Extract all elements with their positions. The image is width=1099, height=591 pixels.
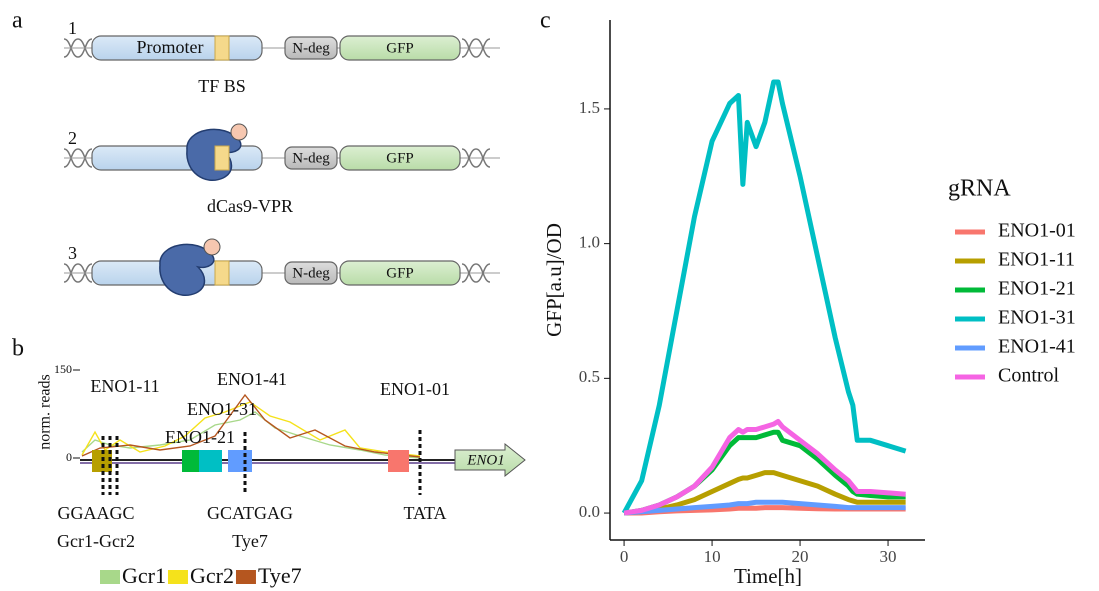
panel-label: c	[540, 8, 551, 34]
construct-1: 1 Promoter N-deg GFP TF BS	[63, 18, 500, 96]
part-label: Promoter	[137, 37, 204, 57]
motif-factor: Gcr1-Gcr2	[57, 531, 135, 551]
y-tick-label: 0.5	[579, 367, 600, 386]
legend-label: ENO1-31	[998, 307, 1076, 329]
axis-label: Time[h]	[734, 564, 802, 588]
panel-label: b	[12, 336, 24, 362]
construct-number: 1	[68, 18, 77, 38]
tick-label: 0	[66, 450, 72, 464]
construct-number: 3	[68, 243, 77, 263]
series-line	[623, 499, 906, 516]
legend-label: Control	[998, 365, 1060, 387]
x-tick-label: 30	[880, 547, 897, 566]
part-label: GFP	[386, 150, 414, 166]
legend-label: ENO1-11	[998, 249, 1075, 271]
series-line	[621, 79, 907, 515]
legend-label: Tye7	[258, 563, 302, 588]
legend-label: Gcr2	[190, 563, 234, 588]
motif-markers	[101, 430, 422, 495]
part-label: GFP	[386, 265, 414, 281]
legend-label: ENO1-21	[998, 278, 1076, 300]
x-tick-label: 10	[704, 547, 721, 566]
grna-label: ENO1-41	[217, 369, 287, 389]
construct-number: 2	[68, 128, 77, 148]
motif-sequence: GGAAGC	[57, 503, 134, 523]
construct-3: 3 N-deg GFP	[63, 238, 500, 297]
series-line	[623, 470, 906, 516]
x-tick-label: 20	[792, 547, 809, 566]
y-tick-label: 1.5	[579, 98, 600, 117]
y-tick-label: 0.0	[579, 502, 600, 521]
part-label: N-deg	[292, 150, 330, 166]
legend-swatch	[235, 570, 256, 584]
plot: 0.0 0.5 1.0 1.5 0 10 20 30 ENO1-01 ENO1-11 ENO1-21…	[579, 20, 1076, 566]
motif-sequence: TATA	[403, 503, 446, 523]
grna-label: ENO1-31	[187, 399, 257, 419]
grna-label: ENO1-11	[90, 376, 159, 396]
gene-label: ENO1	[466, 452, 505, 468]
part-label: GFP	[386, 40, 414, 56]
part-label: N-deg	[292, 40, 330, 56]
panel-label: a	[12, 8, 23, 34]
series-line	[623, 418, 906, 516]
axis-label: GFP[a.u]/OD	[542, 223, 566, 337]
construct-caption: dCas9-VPR	[207, 196, 293, 216]
grna-label: ENO1-01	[380, 379, 450, 399]
motif-sequence: GCATGAG	[207, 503, 293, 523]
legend-title: gRNA	[948, 176, 1011, 202]
construct-caption: TF BS	[198, 76, 246, 96]
legend-swatch	[100, 570, 120, 584]
legend-swatch	[167, 570, 188, 584]
legend-label: ENO1-41	[998, 336, 1076, 358]
x-tick-label: 0	[620, 547, 629, 566]
axis-label: norm. reads	[37, 374, 54, 450]
legend-label: ENO1-01	[998, 220, 1076, 242]
construct-2: 2 N-deg GFP dCas9-VPR	[63, 123, 500, 216]
part-label: N-deg	[292, 265, 330, 281]
legend-label: Gcr1	[122, 563, 166, 588]
motif-factor: Tye7	[232, 531, 268, 551]
legend: Gcr1 Gcr2 Tye7	[100, 563, 302, 588]
y-tick-label: 1.0	[579, 233, 600, 252]
tick-label: 150	[54, 362, 72, 376]
grna-label: ENO1-21	[165, 427, 235, 447]
